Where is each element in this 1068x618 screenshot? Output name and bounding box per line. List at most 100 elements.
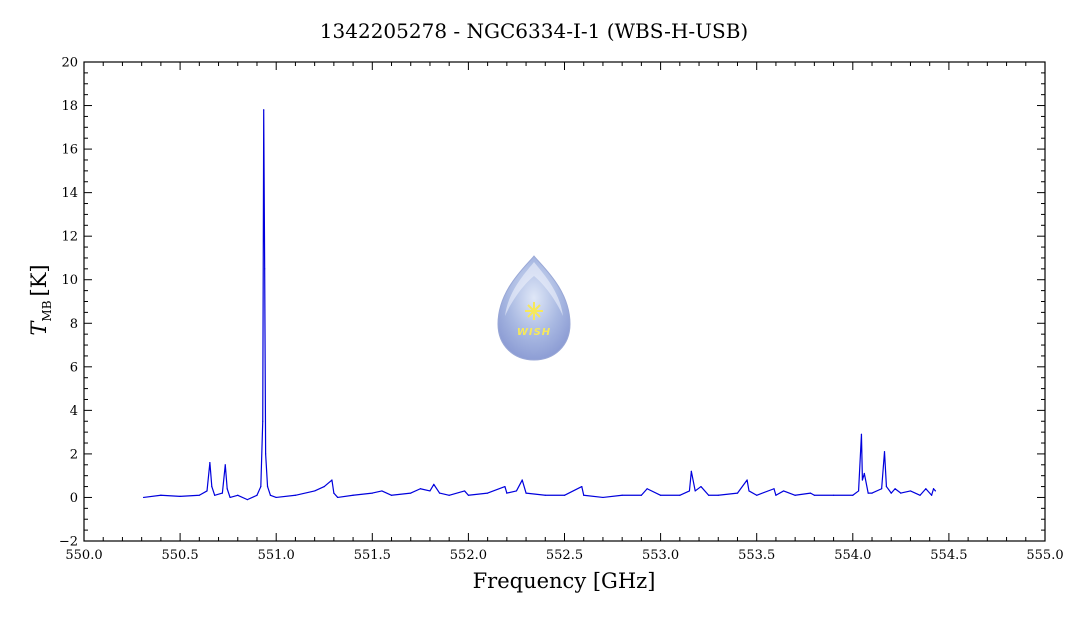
wish-drop-highlight [505, 262, 563, 316]
spectrum-point [583, 494, 585, 496]
spectrum-point [700, 485, 702, 488]
y-tick-label: 2 [70, 447, 78, 462]
spectrum-point [621, 494, 623, 496]
spectrum-point [433, 483, 435, 485]
spectrum-point [390, 494, 393, 496]
spectrum-point [925, 488, 927, 490]
spectrum-point [813, 494, 815, 496]
spectrum-point [660, 494, 662, 496]
spectrum-point [198, 494, 200, 496]
y-axis-unit: [K] [27, 264, 51, 296]
y-axis-label: TMB [K] [27, 264, 54, 335]
spectrum-point [679, 494, 681, 496]
spectrum-point [221, 492, 223, 494]
spectrum-point [237, 494, 239, 496]
spectrum-point [544, 494, 546, 496]
spectrum-point [269, 494, 272, 496]
spectrum-point [224, 464, 226, 466]
spectrum-point [900, 492, 902, 494]
spectrum-point [871, 492, 873, 494]
spectrum-point [863, 472, 865, 475]
spectrum-point [890, 492, 892, 494]
spectrum-point [646, 488, 648, 490]
wish-logo-text: WISH [517, 327, 551, 338]
spectrum-point [932, 488, 935, 490]
spectrum-point [602, 496, 604, 499]
spectrum-point [640, 494, 642, 496]
x-axis-label: Frequency [GHz] [473, 569, 656, 593]
spectrum-point [885, 485, 888, 488]
spectrum-point [262, 420, 264, 422]
x-tick-label: 551.0 [258, 548, 295, 563]
spectrum-point [894, 488, 896, 490]
x-tick-label: 551.5 [354, 548, 391, 563]
spectrum-point [294, 494, 297, 496]
y-tick-label: 6 [70, 360, 78, 375]
spectrum-point [832, 494, 835, 496]
spectrum-point [867, 492, 869, 494]
spectrum-point [748, 490, 750, 492]
spectrum-point [429, 490, 431, 492]
chart-title: 1342205278 - NGC6334-I-1 (WBS-H-USB) [320, 19, 748, 43]
spectrum-point [521, 479, 523, 481]
y-tick-label: 4 [70, 404, 78, 419]
spectrum-point [931, 494, 933, 496]
y-tick-label: 0 [70, 491, 78, 506]
spectrum-point [881, 488, 883, 490]
spectrum-point [333, 492, 335, 494]
x-tick-label: 555.0 [1026, 548, 1063, 563]
spectrum-point [909, 490, 912, 492]
spectrum-point [419, 488, 421, 490]
spectrum-point [142, 496, 145, 499]
spectrum-point [746, 479, 748, 481]
y-tick-label: 8 [70, 317, 78, 332]
y-tick-label: 14 [61, 186, 78, 201]
x-tick-label: 552.0 [450, 548, 487, 563]
y-tick-label: 12 [61, 230, 78, 245]
spectrum-point [794, 494, 796, 496]
y-tick-label: 18 [61, 99, 78, 114]
spectrum-point [266, 485, 269, 488]
spectrum-point [160, 494, 162, 496]
spectrum-point [448, 494, 450, 496]
spectrum-point [226, 488, 228, 490]
x-tick-label: 553.5 [738, 548, 775, 563]
spectrum-point [563, 494, 566, 496]
spectrum-point [246, 499, 248, 501]
spectrum-point [410, 492, 412, 494]
spectrum-point [206, 490, 208, 492]
spectrum-point [736, 492, 739, 494]
spectrum-point [467, 494, 469, 496]
svg-text:TMB[K]: TMB [K] [27, 264, 54, 335]
spectrum-point [381, 490, 383, 492]
spectrum-point [852, 494, 854, 496]
spectrum-point [515, 490, 518, 492]
spectrum-point [337, 496, 339, 499]
spectrum-point [331, 479, 333, 481]
spectrum-point [773, 488, 775, 490]
y-tick-label: 20 [61, 56, 78, 71]
spectrum-point [214, 494, 216, 496]
y-tick-label: −2 [59, 535, 78, 550]
spectrum-point [919, 494, 921, 496]
spectrum-point [717, 494, 719, 496]
spectrum-point [504, 485, 506, 488]
spectrum-point [581, 485, 583, 488]
x-tick-label: 550.0 [65, 548, 102, 563]
spectrum-point [525, 492, 527, 494]
spectrum-point [506, 492, 508, 494]
plot-frame [83, 61, 1046, 542]
spectrum-point [756, 494, 758, 496]
spectrum-point [211, 485, 213, 488]
spectrum-point [352, 494, 354, 496]
spectrum-point [694, 490, 696, 492]
spectrum-point [314, 490, 316, 492]
x-tick-label: 550.5 [161, 548, 198, 563]
spectrum-point [179, 495, 181, 497]
spectrum-point [323, 485, 325, 488]
spectrum-point [463, 490, 466, 492]
spectrum-point [229, 496, 231, 499]
spectrum-point [690, 470, 692, 472]
spectrum-point [487, 492, 489, 494]
